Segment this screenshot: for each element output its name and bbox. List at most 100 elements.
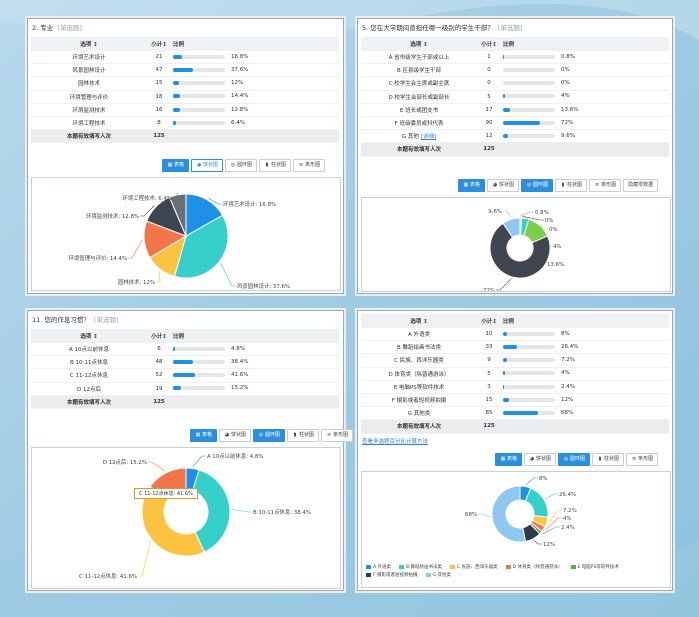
- hide-zero-button[interactable]: 隐藏零数据: [623, 179, 659, 192]
- chart-slice[interactable]: [491, 485, 527, 543]
- chart-slice[interactable]: [173, 214, 229, 279]
- label-leader-line: [503, 210, 511, 218]
- table-button[interactable]: ▦ 表格: [458, 179, 486, 192]
- count-cell: 17: [477, 103, 501, 117]
- label-leader-line: [128, 239, 143, 259]
- data-label: 环境监测技术: 12.8%: [86, 212, 139, 220]
- ring-chart: 0.8% 0% 0% 4% 13.6% 72% 9.6%: [483, 209, 564, 291]
- detail-link[interactable]: [详细]: [420, 134, 437, 141]
- legend-item[interactable]: G 其他类: [425, 572, 451, 578]
- legend-label: G 其他类: [432, 573, 451, 578]
- col-count-header[interactable]: 小计↕: [147, 37, 171, 51]
- table-button[interactable]: ▦ 表格: [495, 453, 523, 466]
- bar-chart-button[interactable]: ≡ 条形图: [589, 179, 622, 192]
- chart-slice[interactable]: [502, 217, 521, 238]
- col-option-header[interactable]: 选项 ↕: [361, 37, 477, 51]
- table-total-row: 本题有效填写人次 125: [361, 419, 669, 434]
- ring-chart-button[interactable]: ◎ 圆环图: [225, 159, 258, 172]
- count-cell: 15: [477, 393, 501, 408]
- option-cell: B 10-11点休息: [31, 355, 147, 370]
- legend-item[interactable]: E 电脑PS等软件技术: [570, 564, 619, 570]
- ratio-text: 0.8%: [561, 53, 575, 60]
- table-row: C 民族、西洋乐器类 9 7.2%: [361, 353, 669, 368]
- table-row: B 10-11点休息 48 38.4%: [31, 355, 339, 370]
- ratio-bar: [503, 331, 555, 336]
- legend-swatch: [366, 573, 371, 577]
- column-chart-button[interactable]: ▮ 柱状图: [555, 179, 588, 192]
- legend-item[interactable]: F 摄影或者短视频拍摄: [366, 572, 418, 578]
- percentage-method-link[interactable]: 查看多选题百分比计算方法: [362, 439, 429, 445]
- label-leader-line: [173, 192, 178, 199]
- ring-chart-button[interactable]: ◎ 圆环图: [558, 453, 591, 466]
- col-count-header[interactable]: 小计↕: [477, 37, 501, 51]
- chart-toolbar: ▦ 表格 ◕ 饼状图 ◎ 圆环图 ▮ 柱状图 ≡ 条形图: [495, 453, 659, 466]
- label-leader-line: [520, 211, 534, 217]
- count-cell: 15: [147, 76, 171, 91]
- col-option-header[interactable]: 选项 ↕: [361, 314, 477, 328]
- bar-chart-button[interactable]: ≡ 条形图: [293, 159, 326, 172]
- ratio-cell: 0.8%: [501, 50, 669, 65]
- pie-chart-button[interactable]: ◕ 饼状图: [219, 429, 252, 442]
- ratio-bar-fill: [173, 373, 195, 378]
- total-count: 125: [477, 419, 501, 434]
- count-cell: 10: [477, 327, 501, 342]
- table-header-row: 选项 ↕ 小计↕ 比例: [31, 37, 339, 51]
- ratio-text: 7.2%: [561, 357, 575, 364]
- legend-item[interactable]: A 外语类: [366, 564, 391, 570]
- data-label: 环境工程技术: 6.4%: [122, 194, 172, 202]
- bar-chart-button[interactable]: ≡ 条形图: [626, 453, 659, 466]
- ring-chart-button[interactable]: ◎ 圆环图: [521, 179, 554, 192]
- legend-item[interactable]: B 舞蹈绘画书法类: [399, 564, 442, 570]
- pie-chart-button[interactable]: ◕ 饼状图: [191, 159, 224, 172]
- pie-chart-button[interactable]: ◕ 饼状图: [487, 179, 520, 192]
- ratio-cell: 12%: [501, 393, 669, 408]
- chart-slice[interactable]: [185, 193, 224, 237]
- pie-chart-button[interactable]: ◕ 饼状图: [524, 453, 557, 466]
- label-leader-line: [140, 205, 155, 217]
- ring-chart-button[interactable]: ◎ 圆环图: [253, 429, 286, 442]
- ratio-bar-fill: [173, 81, 180, 86]
- chart-slice[interactable]: [168, 193, 187, 237]
- count-cell: 33: [477, 340, 501, 355]
- col-option-header[interactable]: 选项 ↕: [31, 37, 147, 51]
- total-blank: [171, 395, 339, 409]
- ratio-cell: 9.6%: [501, 129, 669, 144]
- table-button[interactable]: ▦ 表格: [162, 159, 190, 172]
- label-leader-line: [220, 263, 236, 287]
- ratio-bar: [503, 371, 555, 376]
- legend-item[interactable]: D 体育类（除普通游泳）: [505, 564, 563, 570]
- ratio-bar: [173, 68, 225, 73]
- col-count-header[interactable]: 小计↕: [147, 329, 171, 343]
- column-chart-button[interactable]: ▮ 柱状图: [592, 453, 625, 466]
- count-cell: 1: [477, 50, 501, 65]
- data-label: 72%: [483, 288, 495, 291]
- count-cell: 0: [477, 76, 501, 91]
- ratio-bar-fill: [503, 133, 508, 138]
- data-label: 0.8%: [535, 210, 549, 216]
- table-button[interactable]: ▦ 表格: [190, 429, 218, 442]
- chart-slice[interactable]: [489, 222, 551, 279]
- count-cell: 18: [147, 90, 171, 104]
- data-label: 环境管理与评价: 14.4%: [69, 254, 127, 262]
- chart-slice[interactable]: [191, 469, 231, 553]
- ratio-cell: 15.2%: [171, 382, 339, 396]
- col-count-header[interactable]: 小计↕: [477, 314, 501, 328]
- ratio-bar: [173, 54, 225, 59]
- label-leader-line: [533, 540, 542, 545]
- ratio-text: 15.2%: [231, 385, 249, 392]
- legend-item[interactable]: C 民族、西洋乐器类: [450, 564, 498, 570]
- total-count: 125: [147, 129, 171, 144]
- count-cell: 8: [147, 116, 171, 131]
- option-cell: 风景园林设计: [31, 63, 147, 78]
- table-row: 园林技术 15 12%: [31, 76, 339, 91]
- legend-label: A 外语类: [373, 565, 392, 570]
- column-chart-button[interactable]: ▮ 柱状图: [259, 159, 292, 172]
- option-cell: E 班长或团支书: [361, 103, 477, 117]
- col-option-header[interactable]: 选项 ↕: [31, 329, 147, 343]
- bar-chart-button[interactable]: ≡ 条形图: [321, 429, 354, 442]
- chart-slice[interactable]: [524, 487, 549, 518]
- ratio-bar: [173, 346, 225, 351]
- ratio-cell: 0%: [501, 63, 669, 78]
- column-chart-button[interactable]: ▮ 柱状图: [287, 429, 320, 442]
- ratio-bar: [173, 373, 225, 378]
